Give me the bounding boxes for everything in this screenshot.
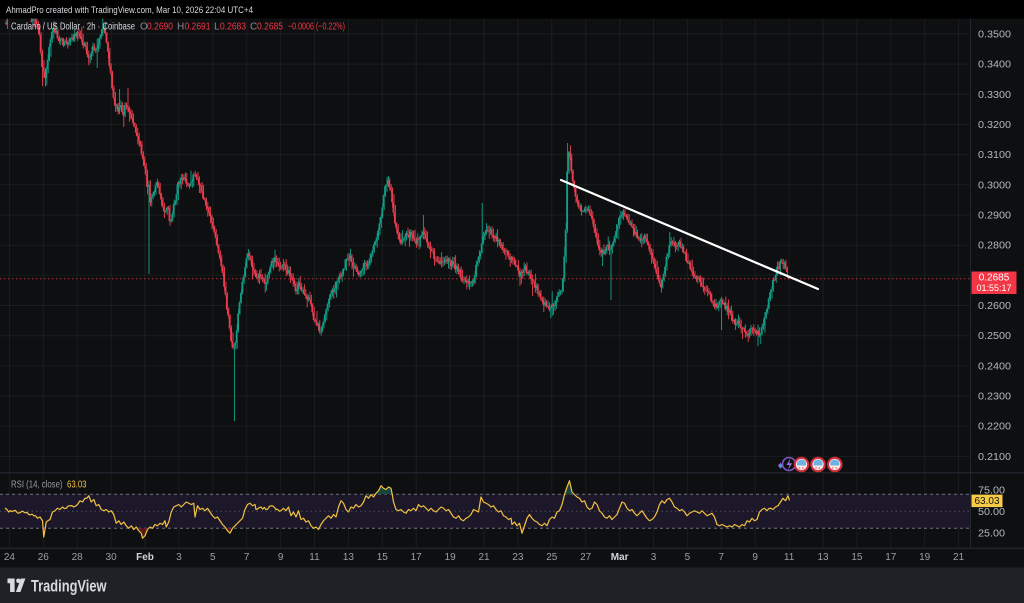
svg-text:17: 17 [411,552,423,563]
svg-text:O: O [140,22,148,33]
svg-text:0.2100: 0.2100 [978,452,1011,463]
svg-text:28: 28 [72,552,84,563]
svg-text:0.2600: 0.2600 [978,301,1011,312]
svg-text:11: 11 [309,552,320,563]
svg-text:0.3400: 0.3400 [978,60,1011,71]
svg-text:30: 30 [106,552,118,563]
svg-text:9: 9 [752,552,758,563]
svg-text:0.2691: 0.2691 [185,22,211,33]
svg-text:0.2685: 0.2685 [979,273,1010,284]
svg-text:0.3300: 0.3300 [978,90,1011,101]
svg-text:50.00: 50.00 [978,507,1005,518]
svg-text:0.2500: 0.2500 [978,331,1011,342]
svg-text:75.00: 75.00 [978,485,1005,496]
svg-text:9: 9 [278,552,284,563]
svg-text:L: L [214,22,220,33]
svg-text:RSI (14, close): RSI (14, close) [11,480,63,491]
svg-text:−0.0006 (−0.22%): −0.0006 (−0.22%) [288,22,345,33]
svg-text:3: 3 [651,552,657,563]
svg-text:0.2300: 0.2300 [978,392,1011,403]
svg-text:0.2690: 0.2690 [147,22,173,33]
svg-text:23: 23 [512,552,524,563]
svg-text:13: 13 [343,552,355,563]
svg-text:0.2200: 0.2200 [978,422,1011,433]
svg-text:7: 7 [719,552,725,563]
svg-text:15: 15 [377,552,389,563]
svg-text:01:55:17: 01:55:17 [976,283,1011,293]
svg-text:27: 27 [580,552,592,563]
svg-text:25: 25 [546,552,558,563]
svg-text:5: 5 [685,552,691,563]
svg-text:21: 21 [953,552,965,563]
svg-text:24: 24 [4,552,16,563]
svg-text:0.3100: 0.3100 [978,150,1011,161]
svg-text:0.3200: 0.3200 [978,120,1011,131]
svg-text:0.2900: 0.2900 [978,211,1011,222]
svg-text:25.00: 25.00 [978,528,1005,539]
svg-text:0.2800: 0.2800 [978,241,1011,252]
svg-text:26: 26 [38,552,50,563]
svg-text:0.2685: 0.2685 [257,22,283,33]
svg-text:11: 11 [784,552,795,563]
svg-text:19: 19 [445,552,457,563]
svg-text:21: 21 [478,552,490,563]
svg-text:3: 3 [176,552,182,563]
svg-text:Feb: Feb [136,552,154,563]
svg-text:13: 13 [817,552,829,563]
svg-text:TradingView: TradingView [31,578,107,596]
svg-text:0.2400: 0.2400 [978,361,1011,372]
svg-text:15: 15 [851,552,863,563]
svg-text:0.3500: 0.3500 [978,29,1011,40]
svg-text:63.03: 63.03 [67,480,87,491]
svg-text:C: C [250,22,257,33]
svg-text:19: 19 [919,552,931,563]
svg-text:5: 5 [210,552,216,563]
svg-text:63.03: 63.03 [974,496,999,507]
svg-text:Mar: Mar [611,552,629,563]
svg-text:H: H [177,22,184,33]
svg-text:7: 7 [244,552,250,563]
svg-text:0.3000: 0.3000 [978,180,1011,191]
svg-text:17: 17 [885,552,897,563]
svg-text:Cardano / US Dollar · 2h · Coi: Cardano / US Dollar · 2h · Coinbase [11,22,135,33]
svg-text:AhmadPro created with TradingV: AhmadPro created with TradingView.com, M… [6,5,253,16]
svg-text:0.2683: 0.2683 [220,22,246,33]
